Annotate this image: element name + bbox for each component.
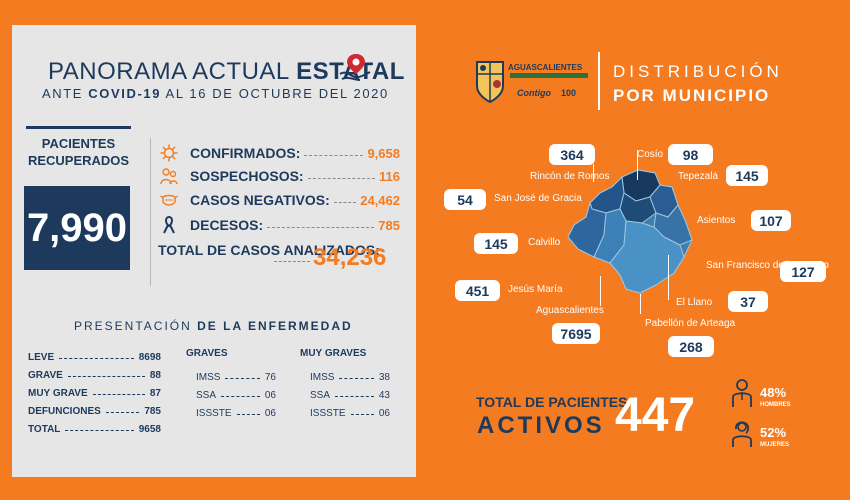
muni-name-cosio: Cosío: [637, 149, 664, 160]
list-item: ISSSTE 06: [310, 407, 390, 419]
ribbon-icon: [163, 216, 175, 234]
men-label: HOMBRES: [760, 402, 791, 408]
muni-name-tepezala: Tepezalá: [678, 171, 719, 182]
muni-value-aguascalientes: 7695: [552, 323, 600, 344]
stat-value: 116: [379, 168, 400, 184]
muni-name-sanfrancisco: San Francisco de los Romo: [706, 260, 829, 271]
stat-suspected: SOSPECHOSOS: 116: [160, 166, 400, 186]
stat-label: SOSPECHOSOS:: [190, 168, 304, 184]
stat-confirmed: CONFIRMADOS: 9,658: [160, 143, 400, 163]
column-heading: MUY GRAVES: [300, 348, 367, 359]
muni-name-aguascalientes: Aguascalientes: [536, 305, 604, 316]
recovered-label: PACIENTES RECUPERADOS: [26, 126, 131, 184]
logo-bar: [510, 73, 588, 78]
column-heading: GRAVES: [186, 348, 228, 359]
list-item: IMSS 76: [196, 371, 276, 383]
list-item: SSA 43: [310, 389, 390, 401]
severity-column: LEVE 8698 GRAVE 88 MUY GRAVE 87 DEFUNCIONES…: [28, 348, 161, 438]
logo-text: AGUASCALIENTES: [508, 63, 583, 72]
muni-value-sanfrancisco: 127: [780, 261, 826, 282]
stat-negative: CASOS NEGATIVOS: 24,462: [160, 190, 400, 210]
distribution-subtitle: POR MUNICIPIO: [613, 86, 771, 105]
women-label: MUJERES: [760, 442, 790, 448]
muni-value-asientos: 107: [751, 210, 791, 231]
list-item: DEFUNCIONES 785: [28, 405, 161, 417]
stat-label: DECESOS:: [190, 217, 264, 233]
active-patients-value: 447: [615, 389, 696, 442]
woman-icon: [732, 421, 752, 447]
muni-value-pabellon: 268: [668, 336, 714, 357]
stat-label: CASOS NEGATIVOS:: [190, 192, 330, 208]
list-item: TOTAL 9658: [28, 423, 161, 435]
muni-value-rincon: 364: [549, 144, 595, 165]
left-panel: PANORAMA ACTUAL ESTATAL ANTE COVID-19 AL…: [12, 25, 416, 477]
list-item: GRAVE 88: [28, 369, 161, 381]
stat-value: 24,462: [360, 192, 400, 208]
muni-name-pabellon: Pabellón de Arteaga: [645, 318, 736, 329]
recovered-value: 7,990: [24, 186, 130, 270]
list-item: MUY GRAVE 87: [28, 387, 161, 399]
muni-value-jesusmaria: 451: [455, 280, 500, 301]
muy-graves-column: MUY GRAVES IMSS 38 SSA 43 ISSSTE 06: [300, 348, 390, 422]
women-percentage: 52%: [760, 425, 787, 440]
muni-value-elllano: 37: [728, 291, 768, 312]
distribution-title: DISTRIBUCIÓN: [613, 62, 783, 81]
list-item: ISSSTE 06: [196, 407, 276, 419]
muni-name-sanjose: San José de Gracia: [494, 193, 582, 204]
location-hands-icon: [339, 54, 371, 81]
muni-value-cosio: 98: [668, 144, 713, 165]
stat-label: CONFIRMADOS:: [190, 145, 301, 161]
stat-deaths: DECESOS: 785: [160, 215, 400, 235]
active-label: ACTIVOS: [477, 412, 605, 439]
active-patients-label: TOTAL DE PACIENTES: [476, 394, 628, 410]
stats-divider: [150, 138, 151, 286]
state-map: [567, 169, 693, 294]
man-icon: [732, 379, 752, 407]
logo-100: 100: [561, 88, 577, 98]
total-cases-label: TOTAL DE CASOS ANALIZADOS:: [158, 242, 380, 258]
muni-value-calvillo: 145: [474, 233, 518, 254]
graves-column: GRAVES IMSS 76 SSA 06 ISSSTE 06: [186, 348, 276, 422]
muni-name-asientos: Asientos: [697, 215, 736, 226]
muni-name-rincon: Rincón de Romos: [530, 171, 610, 182]
muni-name-calvillo: Calvillo: [528, 237, 561, 248]
muni-name-jesusmaria: Jesús María: [508, 284, 563, 295]
stat-value: 785: [378, 217, 400, 233]
virus-icon: [160, 144, 178, 162]
total-cases-value: 34,236: [313, 244, 387, 271]
state-shield-logo: [476, 61, 504, 104]
muni-value-sanjose: 54: [444, 189, 486, 210]
page-subtitle: ANTE COVID-19 AL 16 DE OCTUBRE DEL 2020: [42, 86, 389, 101]
list-item: LEVE 8698: [28, 351, 161, 363]
mask-icon: [160, 194, 178, 206]
muni-name-elllano: El Llano: [676, 297, 713, 308]
stat-value: 9,658: [367, 145, 400, 161]
muni-value-tepezala: 145: [726, 165, 768, 186]
presentation-title: PRESENTACIÓN DE LA ENFERMEDAD: [74, 319, 353, 333]
men-percentage: 48%: [760, 385, 787, 400]
logo-contigo: Contigo: [517, 88, 551, 98]
list-item: IMSS 38: [310, 371, 390, 383]
patients-icon: [160, 168, 178, 185]
header-divider: [598, 52, 600, 110]
page-title: PANORAMA ACTUAL ESTATAL: [48, 58, 405, 85]
list-item: SSA 06: [196, 389, 276, 401]
